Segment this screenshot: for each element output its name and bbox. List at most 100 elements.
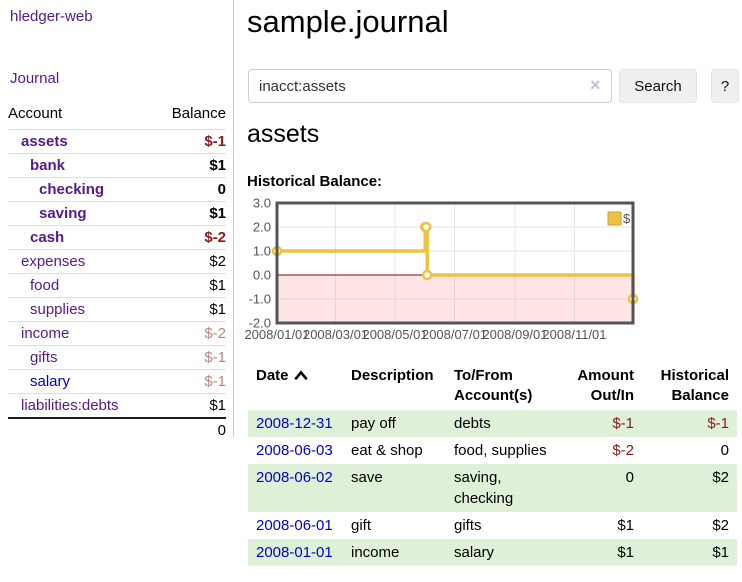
search-button[interactable]: Search	[619, 69, 697, 103]
account-balance: $1	[209, 205, 226, 222]
brand-link[interactable]: hledger-web	[10, 8, 93, 25]
x-tick-label: 2008/11/01	[542, 327, 606, 342]
register-col-balance: Historical Balance	[660, 367, 729, 404]
transaction-amount: $1	[566, 539, 642, 566]
transaction-row[interactable]: 2008-12-31 pay off debts $-1 $-1	[248, 410, 737, 437]
transaction-date-cell: 2008-12-31	[248, 410, 343, 437]
sidebar-item-journal[interactable]: Journal	[10, 70, 60, 87]
accounts-col-account: Account	[8, 105, 63, 122]
sidebar-account-link[interactable]: income	[21, 325, 70, 342]
accounts-col-balance: Balance	[171, 105, 226, 122]
y-tick-label: 2.0	[253, 220, 271, 235]
x-tick-label: 2008/03/01	[303, 327, 368, 342]
transaction-date-cell: 2008-06-02	[248, 464, 343, 512]
transaction-row[interactable]: 2008-06-02 save saving, checking 0 $2	[248, 464, 737, 512]
accounts-table-body: assets $-1 bank $1 checking 0 saving $1 cash $-2 e…	[8, 129, 226, 419]
transaction-date-cell: 2008-06-03	[248, 437, 343, 464]
x-tick-label: 2008/05/01	[362, 327, 427, 342]
account-row: salary $-1	[8, 369, 226, 394]
sidebar-account-link[interactable]: saving	[39, 205, 87, 222]
transaction-amount: $-2	[612, 442, 634, 459]
account-balance: $-2	[204, 325, 226, 342]
transaction-row[interactable]: 2008-06-01 gift gifts $1 $2	[248, 512, 737, 539]
account-name-cell: checking	[8, 178, 154, 202]
x-tick-label: 2008/09/01	[482, 327, 547, 342]
account-balance: $1	[209, 277, 226, 294]
account-balance: $1	[209, 301, 226, 318]
account-name-cell: cash	[8, 226, 154, 250]
transaction-balance: 0	[720, 442, 729, 459]
sidebar-account-link[interactable]: assets	[21, 133, 68, 150]
transaction-balance: $-1	[642, 410, 737, 437]
transaction-accounts: debts	[446, 410, 566, 437]
account-row: saving $1	[8, 201, 226, 226]
legend-label: $	[623, 211, 631, 226]
accounts-table: Account Balance assets $-1 bank $1 checking 0…	[8, 101, 226, 442]
transaction-row[interactable]: 2008-06-03 eat & shop food, supplies $-2 0	[248, 437, 737, 464]
sidebar-account-link[interactable]: food	[30, 277, 60, 294]
transaction-date-link[interactable]: 2008-06-02	[256, 469, 333, 486]
account-name-cell: expenses	[8, 250, 154, 274]
accounts-total-row: 0	[8, 417, 226, 442]
account-row: expenses $2	[8, 249, 226, 274]
account-name-cell: liabilities:debts	[8, 394, 154, 419]
account-name-cell: gifts	[8, 346, 154, 370]
account-name-cell: income	[8, 322, 154, 346]
sidebar-account-link[interactable]: expenses	[21, 253, 86, 270]
transaction-date-cell: 2008-01-01	[248, 539, 343, 566]
transaction-description: pay off	[343, 410, 446, 437]
account-name-cell: assets	[8, 130, 154, 154]
account-row: cash $-2	[8, 225, 226, 250]
negative-region	[277, 275, 633, 323]
account-row: bank $1	[8, 153, 226, 178]
accounts-header-row: Account Balance	[8, 101, 226, 130]
register-col-date[interactable]: Date	[248, 362, 343, 410]
search-input[interactable]	[248, 69, 612, 103]
legend-swatch	[607, 211, 622, 226]
transaction-description: save	[343, 464, 446, 512]
account-balance: $-1	[204, 133, 226, 150]
account-title: assets	[247, 120, 320, 148]
y-tick-label: -1.0	[249, 292, 271, 307]
transaction-amount: $-1	[566, 410, 642, 437]
transaction-balance: $2	[642, 464, 737, 512]
transaction-accounts: salary	[446, 539, 566, 566]
data-point-marker	[420, 221, 432, 233]
account-row: income $-2	[8, 321, 226, 346]
help-button[interactable]: ?	[711, 69, 739, 103]
sidebar-account-link[interactable]: cash	[30, 229, 65, 246]
sidebar-account-link[interactable]: supplies	[30, 301, 86, 318]
register-col-accounts: To/From Account(s)	[454, 367, 533, 404]
account-balance: 0	[217, 181, 226, 198]
sidebar-account-link[interactable]: bank	[30, 157, 66, 174]
account-balance: $2	[209, 253, 226, 270]
sidebar-account-link[interactable]: salary	[30, 373, 71, 390]
accounts-total-value: 0	[154, 417, 226, 442]
account-row: liabilities:debts $1	[8, 393, 226, 419]
account-name-cell: food	[8, 274, 154, 298]
transaction-date-link[interactable]: 2008-12-31	[256, 415, 333, 432]
register-header-row: Date Description To/From Account(s) Amou…	[248, 362, 737, 410]
transaction-balance: $1	[642, 539, 737, 566]
transaction-date-cell: 2008-06-01	[248, 512, 343, 539]
account-row: checking 0	[8, 177, 226, 202]
x-tick-label: 2008/07/01	[422, 327, 487, 342]
account-balance: $1	[209, 397, 226, 414]
transaction-date-link[interactable]: 2008-01-01	[256, 544, 333, 561]
transaction-row[interactable]: 2008-01-01 income salary $1 $1	[248, 539, 737, 566]
register-col-date-label: Date	[256, 367, 289, 384]
transaction-accounts: food, supplies	[454, 442, 547, 459]
account-balance: $-1	[204, 373, 226, 390]
y-tick-label: 0.0	[253, 268, 271, 283]
sidebar-account-link[interactable]: gifts	[30, 349, 58, 366]
sidebar-account-link[interactable]: checking	[39, 181, 105, 198]
account-name-cell: saving	[8, 202, 154, 226]
transaction-date-link[interactable]: 2008-06-01	[256, 517, 333, 534]
historical-balance-chart[interactable]: $3.0 2.0 1.0 0.0 -1.0 -2.02008/01/012008/03/0…	[236, 195, 742, 347]
clear-search-icon[interactable]: ×	[590, 75, 601, 95]
account-name-cell: salary	[8, 370, 154, 394]
transaction-date-link[interactable]: 2008-06-03	[256, 442, 333, 459]
sidebar-account-link[interactable]: liabilities:debts	[21, 397, 119, 414]
account-row: assets $-1	[8, 129, 226, 154]
